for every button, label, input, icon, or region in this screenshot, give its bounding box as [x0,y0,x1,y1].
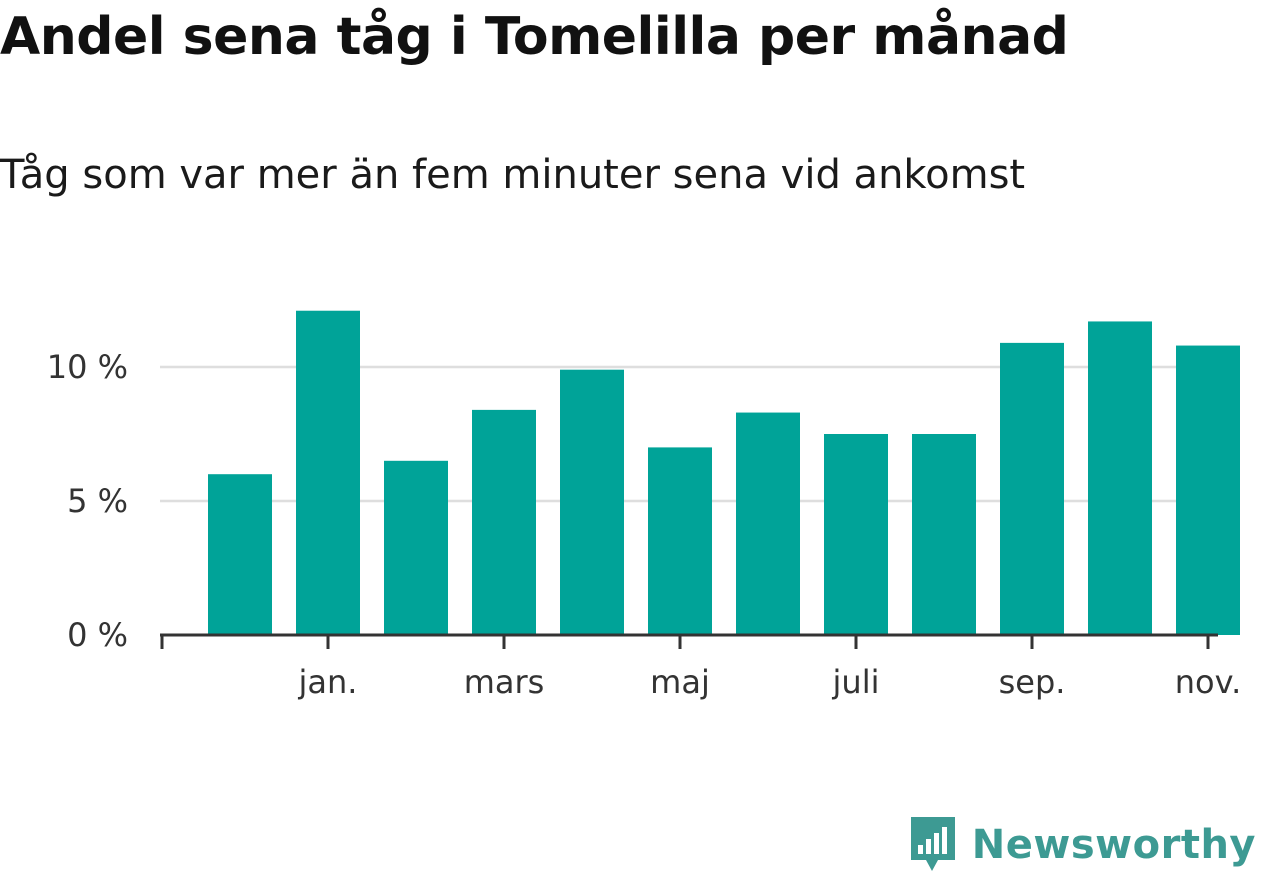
x-tick-label: maj [650,663,710,701]
x-tick-label: nov. [1175,663,1241,701]
x-tick-label: juli [832,663,880,701]
bar [384,460,448,635]
x-tick-label: jan. [298,663,358,701]
x-axis [160,633,1218,649]
bar [912,434,976,635]
bar [560,369,624,635]
bars [208,310,1240,635]
bar-chart-speech-bubble-icon [910,817,955,871]
x-tick-label: mars [464,663,545,701]
bar [824,434,888,635]
x-tick-label: sep. [999,663,1066,701]
bar [648,447,712,635]
bar [208,474,272,635]
brand-name: Newsworthy [971,822,1256,868]
bar [472,409,536,635]
y-tick-label: 0 % [67,616,128,654]
bar [1176,345,1240,635]
bar [736,412,800,635]
bar [296,310,360,635]
chart-subtitle: Tåg som var mer än fem minuter sena vid … [0,152,1026,198]
x-axis-labels: jan. mars maj juli sep. nov. [298,663,1242,701]
bar [1088,321,1152,635]
y-tick-label: 10 % [47,348,128,386]
chart-title: Andel sena tåg i Tomelilla per månad [0,7,1069,67]
bar [1000,342,1064,635]
y-tick-label: 5 % [67,482,128,520]
y-axis-labels: 0 % 5 % 10 % [47,348,128,654]
newsworthy-logo: Newsworthy [908,815,1256,875]
